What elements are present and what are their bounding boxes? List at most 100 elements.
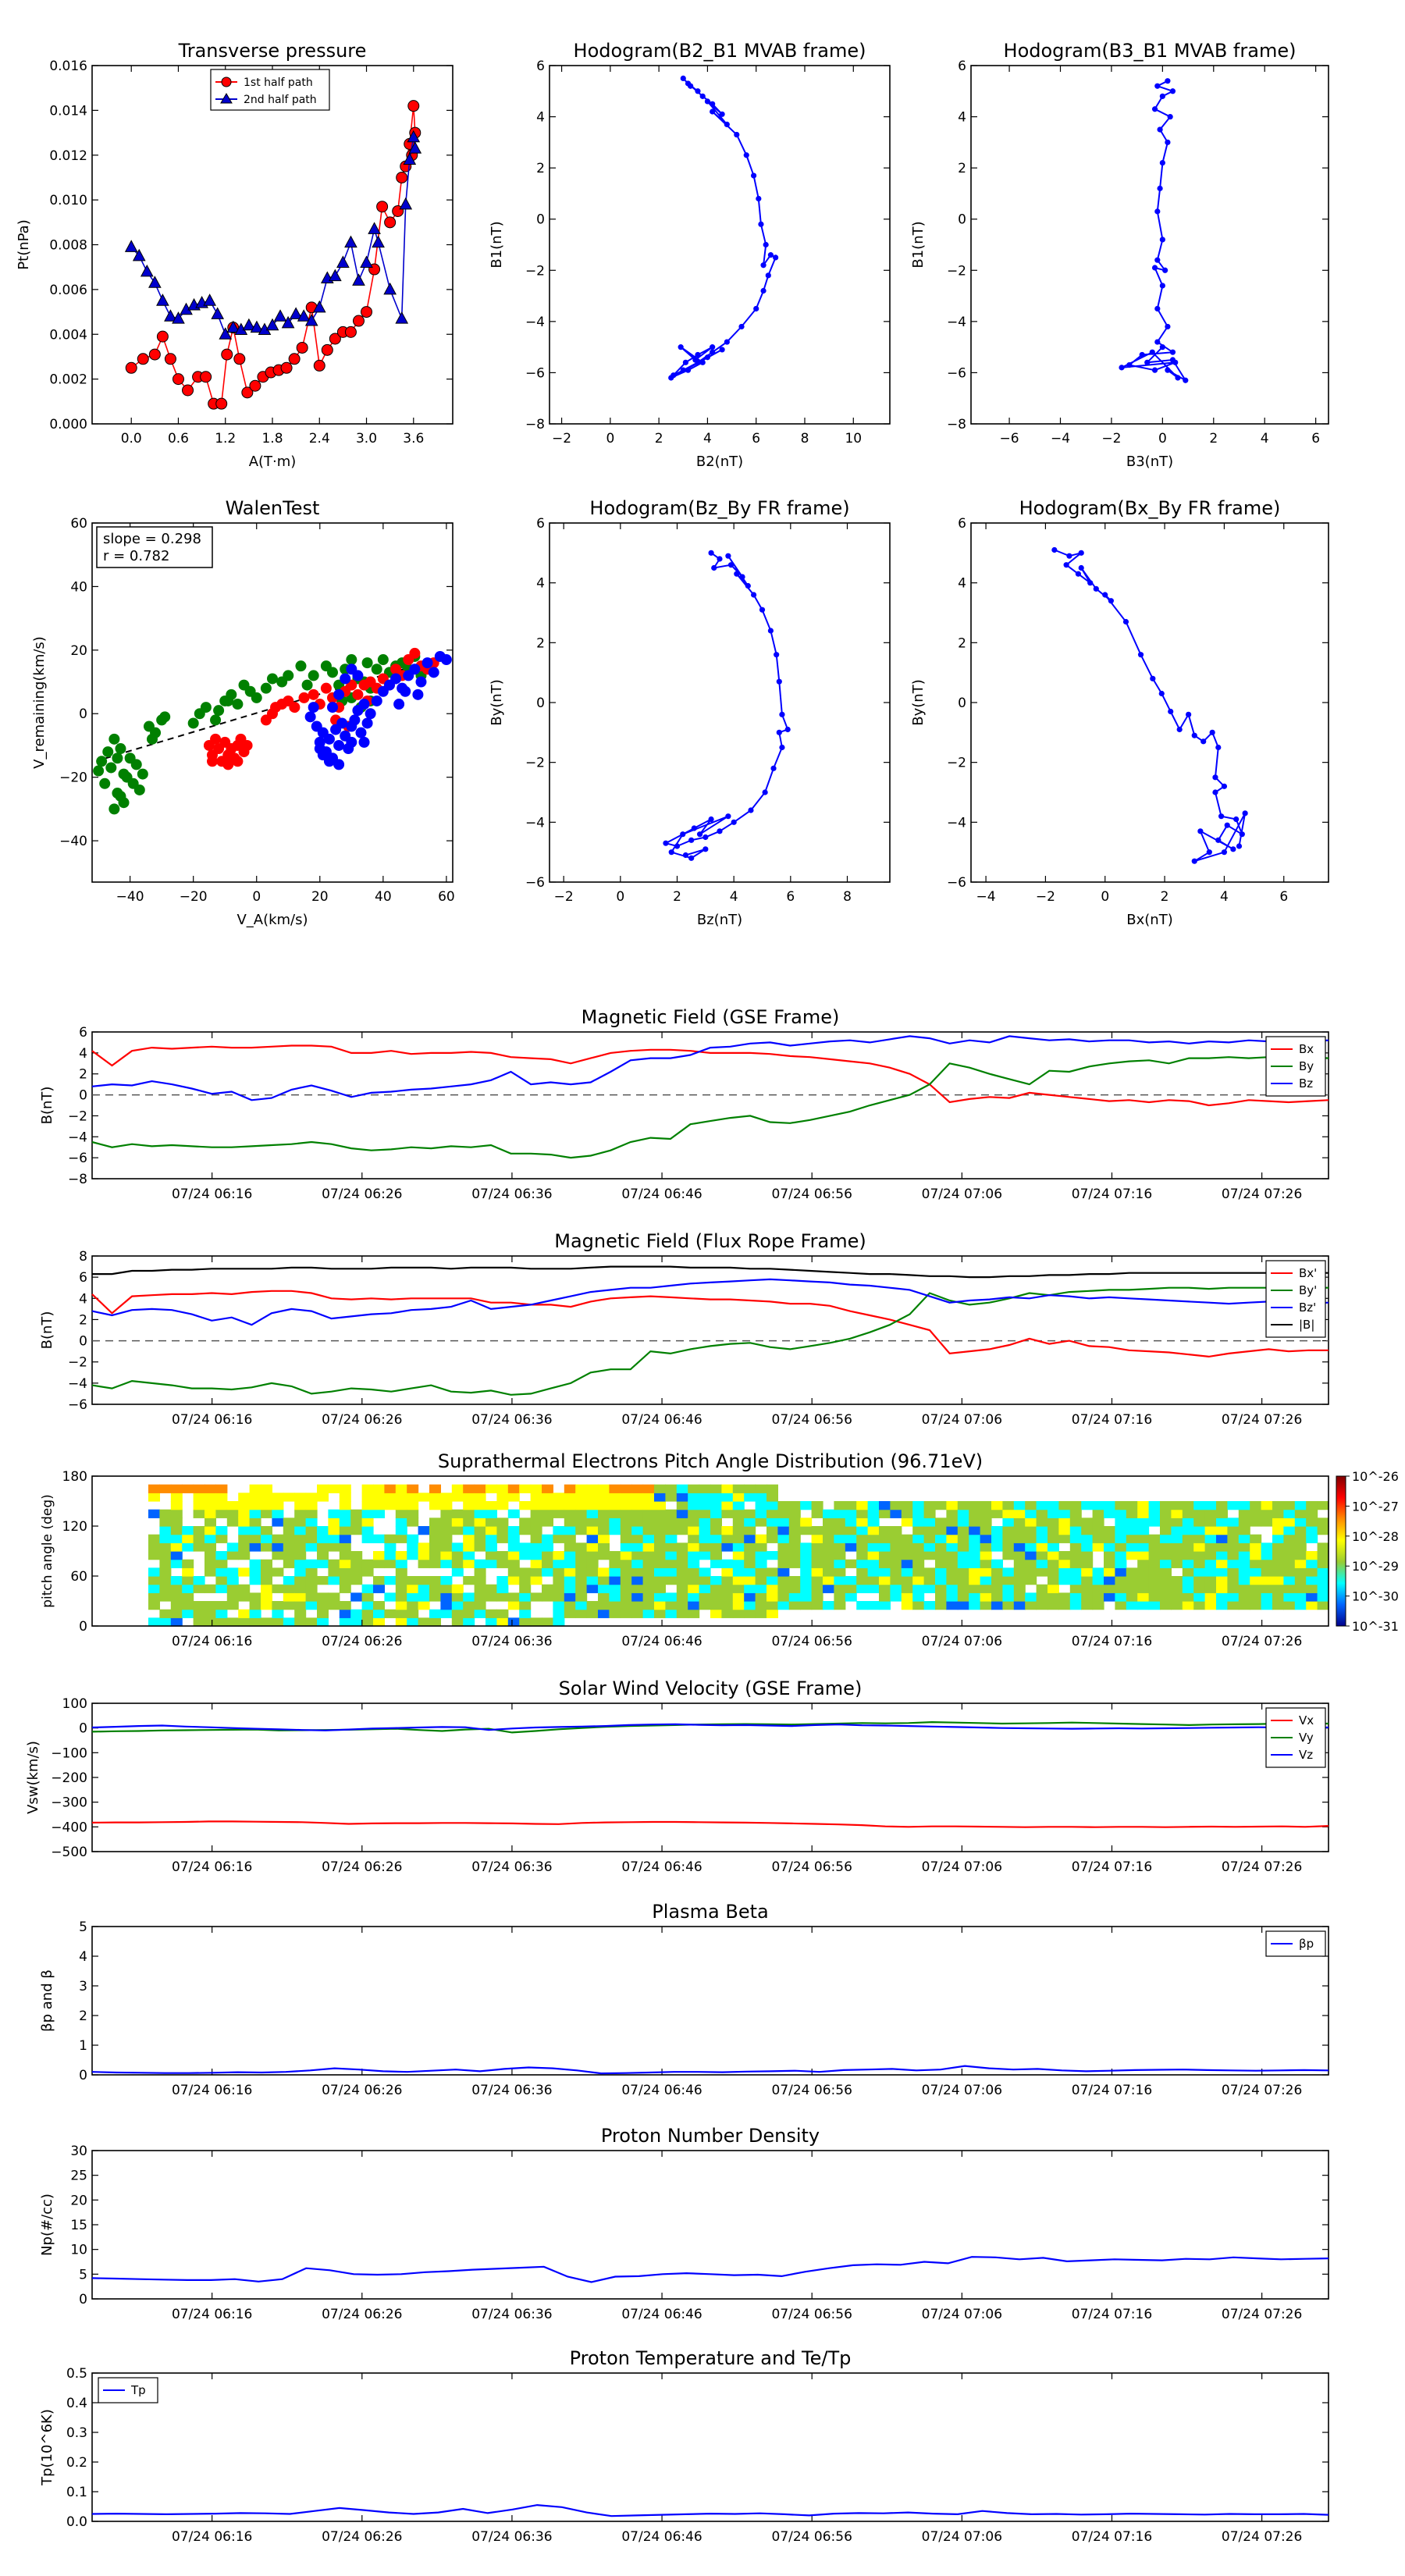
- y-axis-label: Tp(10^6K): [39, 2409, 55, 2486]
- heatmap-cell: [1058, 1526, 1071, 1535]
- data-point-green: [371, 664, 382, 675]
- heatmap-cell: [1227, 1601, 1240, 1610]
- heatmap-cell: [317, 1551, 329, 1560]
- heatmap-cell: [317, 1592, 329, 1602]
- heatmap-cell: [867, 1601, 880, 1610]
- y-tick-label: 0: [958, 696, 966, 711]
- heatmap-cell: [1002, 1509, 1015, 1518]
- y-tick-label: 0.1: [66, 2485, 87, 2500]
- data-point: [1157, 185, 1163, 191]
- heatmap-cell: [788, 1501, 801, 1510]
- heatmap-cell: [654, 1551, 666, 1560]
- series-line-Vz: [91, 1723, 1329, 1731]
- heatmap-cell: [283, 1542, 295, 1552]
- y-tick-label: 5: [79, 1920, 87, 1935]
- heatmap-cell: [407, 1534, 419, 1543]
- data-point: [767, 252, 774, 258]
- heatmap-cell: [721, 1576, 734, 1585]
- heatmap-cell: [451, 1584, 464, 1593]
- heatmap-cell: [1171, 1517, 1183, 1527]
- heatmap-cell: [1216, 1576, 1228, 1585]
- heatmap-cell: [429, 1501, 441, 1510]
- x-tick-label: 0.0: [121, 431, 142, 447]
- y-tick-label: 15: [70, 2218, 87, 2233]
- heatmap-cell: [249, 1576, 261, 1585]
- data-point: [710, 349, 716, 355]
- heatmap-cell: [1092, 1542, 1104, 1552]
- heatmap-cell: [879, 1501, 891, 1510]
- heatmap-cell: [328, 1567, 340, 1577]
- time-tick-label: 07/24 06:16: [172, 1187, 252, 1202]
- heatmap-cell: [305, 1526, 318, 1535]
- heatmap-cell: [957, 1592, 969, 1602]
- heatmap-cell: [317, 1542, 329, 1552]
- heatmap-cell: [1115, 1534, 1127, 1543]
- data-point: [312, 300, 326, 313]
- heatmap-cell: [148, 1567, 160, 1577]
- time-tick-label: 07/24 07:06: [922, 2307, 1002, 2322]
- heatmap-cell: [845, 1592, 857, 1602]
- heatmap-cell: [361, 1517, 374, 1527]
- heatmap-cell: [755, 1609, 767, 1618]
- heatmap-cell: [1081, 1567, 1094, 1577]
- heatmap-cell: [530, 1509, 542, 1518]
- heatmap-cell: [395, 1517, 407, 1527]
- y-tick-label: 4: [536, 576, 545, 592]
- data-point: [313, 359, 325, 372]
- heatmap-cell: [283, 1551, 295, 1560]
- heatmap-cell: [710, 1534, 722, 1543]
- heatmap-cell: [1250, 1592, 1262, 1602]
- heatmap-cell: [823, 1509, 834, 1518]
- heatmap-cell: [710, 1501, 722, 1510]
- heatmap-cell: [272, 1517, 284, 1527]
- heatmap-cell: [1115, 1559, 1127, 1568]
- heatmap-cell: [642, 1509, 655, 1518]
- heatmap-cell: [767, 1526, 778, 1535]
- y-tick-label: 0.5: [66, 2366, 87, 2382]
- heatmap-cell: [946, 1592, 959, 1602]
- heatmap-cell: [642, 1517, 655, 1527]
- y-tick-label: 2: [79, 2008, 87, 2024]
- heatmap-cell: [170, 1551, 183, 1560]
- heatmap-cell: [935, 1501, 947, 1510]
- heatmap-cell: [496, 1576, 509, 1585]
- y-axis-label: V_remaining(km/s): [31, 636, 48, 769]
- heatmap-cell: [1272, 1526, 1284, 1535]
- heatmap-cell: [294, 1567, 307, 1577]
- data-point: [1154, 208, 1161, 215]
- heatmap-cell: [788, 1526, 801, 1535]
- heatmap-cell: [879, 1526, 891, 1535]
- x-tick-label: 6: [1311, 431, 1320, 447]
- heatmap-cell: [418, 1526, 430, 1535]
- heatmap-cell: [676, 1592, 688, 1602]
- data-point: [368, 222, 381, 234]
- heatmap-cell: [620, 1592, 632, 1602]
- heatmap-cell: [654, 1501, 666, 1510]
- data-point-blue: [314, 743, 325, 755]
- heatmap-cell: [361, 1584, 374, 1593]
- heatmap-cell: [721, 1542, 734, 1552]
- heatmap-cell: [609, 1609, 621, 1618]
- heatmap-cell: [890, 1584, 902, 1593]
- heatmap-cell: [710, 1559, 722, 1568]
- time-tick-label: 07/24 06:26: [322, 1412, 402, 1428]
- heatmap-cell: [1069, 1551, 1082, 1560]
- heatmap-cell: [1227, 1584, 1240, 1593]
- time-tick-label: 07/24 07:06: [922, 2083, 1002, 2098]
- heatmap-cell: [867, 1559, 880, 1568]
- heatmap-cell: [373, 1509, 385, 1518]
- y-tick-label: −2: [68, 1108, 87, 1124]
- data-point: [773, 254, 779, 261]
- heatmap-cell: [1036, 1584, 1048, 1593]
- heatmap-cell: [272, 1551, 284, 1560]
- heatmap-cell: [1058, 1501, 1071, 1510]
- heatmap-cell: [969, 1567, 981, 1577]
- heatmap-cell: [1148, 1592, 1161, 1602]
- heatmap-cell: [226, 1584, 239, 1593]
- data-point: [717, 556, 723, 562]
- heatmap-cell: [463, 1551, 475, 1560]
- heatmap-cell: [1013, 1592, 1026, 1602]
- y-tick-label: 0.004: [49, 327, 87, 343]
- data-point-green: [159, 711, 171, 723]
- y-tick-label: 6: [79, 1270, 87, 1286]
